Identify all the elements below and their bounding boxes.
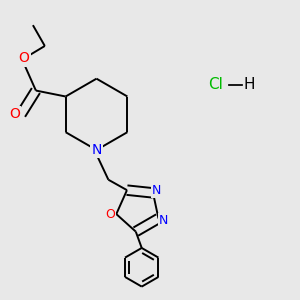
Text: Cl: Cl (208, 77, 223, 92)
Text: N: N (152, 184, 161, 197)
Text: O: O (105, 208, 115, 220)
Text: H: H (244, 77, 255, 92)
Text: N: N (91, 143, 102, 157)
Text: O: O (9, 107, 20, 121)
Text: N: N (159, 214, 169, 227)
Text: O: O (19, 52, 29, 65)
